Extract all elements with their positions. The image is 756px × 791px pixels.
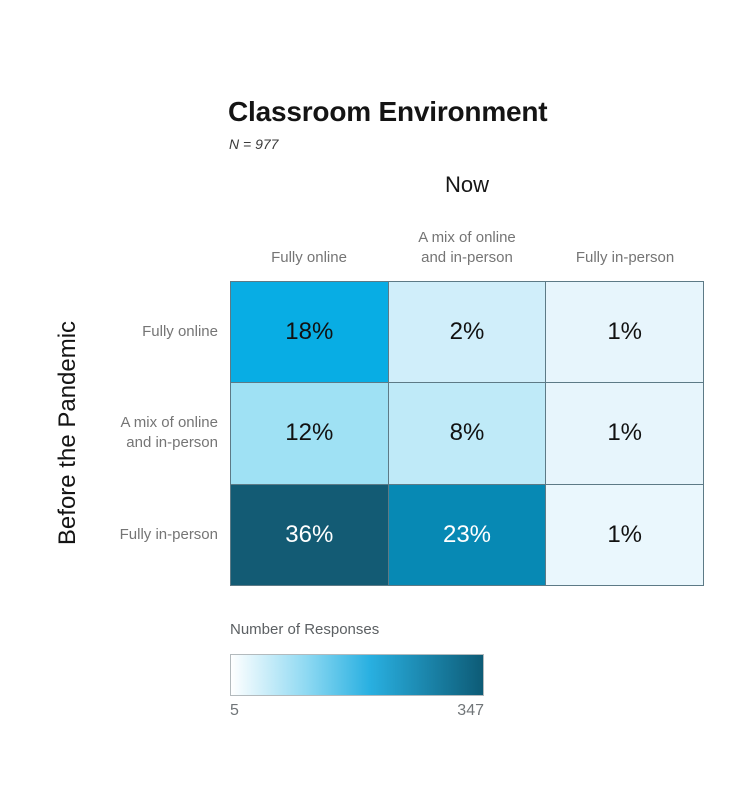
legend-gradient xyxy=(230,654,484,696)
heatmap-cell: 2% xyxy=(388,282,546,383)
heatmap-cell: 12% xyxy=(231,383,388,484)
heatmap-grid: 18% 2% 1% 12% 8% 1% 36% 23% 1% xyxy=(230,281,704,586)
heatmap-cell: 18% xyxy=(231,282,388,383)
legend-max-label: 347 xyxy=(457,702,484,719)
column-header-mix: A mix of online and in-person xyxy=(418,228,516,266)
heatmap-cell: 1% xyxy=(546,383,703,484)
x-axis-title: Now xyxy=(444,172,489,197)
column-headers: Fully online A mix of online and in-pers… xyxy=(230,214,704,270)
row-label-fully-in-person: Fully in-person xyxy=(119,526,218,544)
heatmap-cell: 36% xyxy=(231,484,388,585)
legend-title: Number of Responses xyxy=(230,621,380,638)
column-header-fully-online: Fully online xyxy=(271,248,347,266)
row-label-mix: A mix of online and in-person xyxy=(120,414,218,452)
chart-subtitle: N = 977 xyxy=(229,136,279,152)
legend-min-label: 5 xyxy=(230,702,239,719)
chart-title: Classroom Environment xyxy=(228,96,548,127)
row-labels: Fully online A mix of online and in-pers… xyxy=(0,281,218,586)
heatmap-cell: 8% xyxy=(388,383,546,484)
row-label-fully-online: Fully online xyxy=(142,322,218,340)
heatmap-cell: 1% xyxy=(546,484,703,585)
heatmap-cell: 1% xyxy=(546,282,703,383)
heatmap-cell: 23% xyxy=(388,484,546,585)
column-header-fully-in-person: Fully in-person xyxy=(575,248,675,266)
y-axis-title: Before the Pandemic xyxy=(54,320,81,546)
